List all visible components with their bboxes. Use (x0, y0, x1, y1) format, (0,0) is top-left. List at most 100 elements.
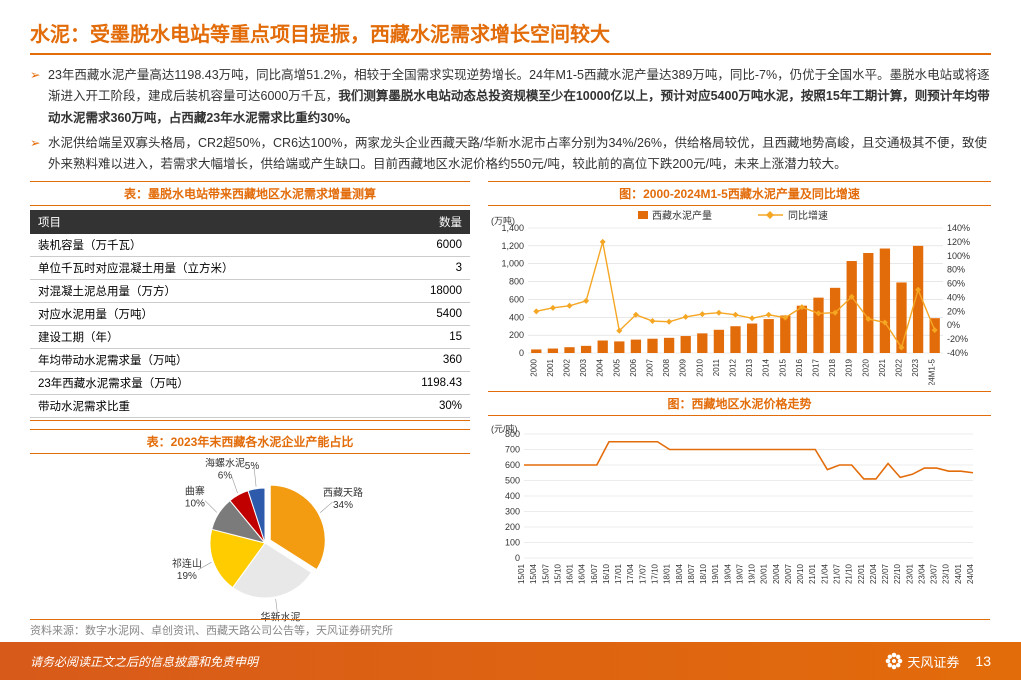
svg-text:10%: 10% (185, 499, 205, 510)
svg-text:24/04: 24/04 (966, 564, 975, 585)
svg-text:0: 0 (519, 348, 524, 358)
svg-text:23/07: 23/07 (930, 564, 939, 585)
svg-text:15/01: 15/01 (517, 564, 526, 585)
svg-text:200: 200 (509, 330, 524, 340)
svg-text:海通水泥: 海通水泥 (232, 458, 272, 460)
svg-text:2014: 2014 (762, 359, 771, 377)
svg-text:2006: 2006 (629, 359, 638, 377)
svg-text:40%: 40% (947, 293, 965, 303)
svg-text:18/04: 18/04 (675, 564, 684, 585)
svg-text:-20%: -20% (947, 334, 968, 344)
svg-text:同比增速: 同比增速 (788, 210, 828, 222)
svg-text:24/01: 24/01 (954, 564, 963, 585)
table-row: 建设工期（年）15 (30, 326, 470, 349)
table-block: 表：墨脱水电站带来西藏地区水泥需求增量测算 项目 数量 装机容量（万千瓦）600… (30, 181, 470, 421)
svg-text:800: 800 (505, 429, 520, 439)
svg-text:西藏天路: 西藏天路 (323, 486, 363, 499)
svg-text:16/04: 16/04 (578, 564, 587, 585)
svg-text:18/01: 18/01 (663, 564, 672, 585)
svg-text:15/04: 15/04 (529, 564, 538, 585)
bullet-item: 水泥供给端呈双寡头格局，CR2超50%，CR6达100%，两家龙头企业西藏天路/… (30, 133, 991, 176)
svg-text:2002: 2002 (563, 359, 572, 377)
svg-text:22/04: 22/04 (869, 564, 878, 585)
svg-text:西藏水泥产量: 西藏水泥产量 (652, 210, 712, 222)
svg-text:2009: 2009 (679, 359, 688, 377)
bar-chart-title: 图：2000-2024M1-5西藏水泥产量及同比增速 (488, 181, 991, 206)
svg-text:2000: 2000 (529, 359, 538, 377)
svg-text:2005: 2005 (612, 359, 621, 377)
table-row: 对应水泥用量（万吨）5400 (30, 303, 470, 326)
bar-chart: 西藏水泥产量同比增速(万吨)02004006008001,0001,2001,4… (488, 210, 983, 385)
svg-text:80%: 80% (947, 265, 965, 275)
line-chart: (元/吨)010020030040050060070080015/0115/04… (488, 420, 983, 590)
svg-text:15/10: 15/10 (553, 564, 562, 585)
svg-text:200: 200 (505, 522, 520, 532)
svg-text:21/01: 21/01 (808, 564, 817, 585)
svg-text:1,200: 1,200 (501, 241, 524, 251)
svg-text:2015: 2015 (778, 359, 787, 377)
svg-text:2001: 2001 (546, 359, 555, 377)
svg-text:5%: 5% (245, 461, 260, 472)
svg-text:祁连山: 祁连山 (172, 557, 202, 570)
svg-text:20/10: 20/10 (796, 564, 805, 585)
svg-text:17/10: 17/10 (650, 564, 659, 585)
svg-text:2019: 2019 (845, 359, 854, 377)
svg-text:21/07: 21/07 (833, 564, 842, 585)
svg-text:2022: 2022 (895, 359, 904, 377)
page-title: 水泥：受墨脱水电站等重点项目提振，西藏水泥需求增长空间较大 (30, 18, 991, 55)
svg-text:18/07: 18/07 (687, 564, 696, 585)
svg-text:400: 400 (505, 491, 520, 501)
svg-text:2018: 2018 (828, 359, 837, 377)
svg-text:-40%: -40% (947, 348, 968, 358)
svg-text:0%: 0% (947, 320, 960, 330)
svg-text:22/01: 22/01 (857, 564, 866, 585)
svg-text:17/01: 17/01 (614, 564, 623, 585)
svg-text:34%: 34% (333, 500, 353, 511)
svg-text:2007: 2007 (646, 359, 655, 377)
table-row: 23年西藏水泥需求量（万吨）1198.43 (30, 372, 470, 395)
svg-text:23/01: 23/01 (905, 564, 914, 585)
svg-text:16/07: 16/07 (590, 564, 599, 585)
brand-logo: 天风证券 (885, 652, 959, 671)
svg-text:18/10: 18/10 (699, 564, 708, 585)
th-project: 项目 (30, 210, 377, 234)
table-row: 对混凝土泥总用量（万方）18000 (30, 280, 470, 303)
pie-chart: 西藏天路34%华新水泥26%祁连山19%曲寨10%海螺水泥6%海通水泥5% (80, 458, 420, 623)
line-chart-block: 图：西藏地区水泥价格走势 (元/吨)0100200300400500600700… (488, 391, 991, 590)
svg-text:100%: 100% (947, 251, 970, 261)
disclaimer: 请务必阅读正文之后的信息披露和免责申明 (30, 653, 258, 670)
svg-text:17/04: 17/04 (626, 564, 635, 585)
svg-text:1,400: 1,400 (501, 223, 524, 233)
svg-text:15/07: 15/07 (541, 564, 550, 585)
svg-text:100: 100 (505, 538, 520, 548)
svg-text:17/07: 17/07 (638, 564, 647, 585)
svg-text:22/10: 22/10 (893, 564, 902, 585)
svg-text:2020: 2020 (861, 359, 870, 377)
svg-text:20/01: 20/01 (760, 564, 769, 585)
svg-text:500: 500 (505, 476, 520, 486)
svg-text:2004: 2004 (596, 359, 605, 377)
svg-text:700: 700 (505, 445, 520, 455)
table-title: 表：墨脱水电站带来西藏地区水泥需求增量测算 (30, 181, 470, 206)
svg-text:2017: 2017 (812, 359, 821, 377)
page-number: 13 (975, 653, 991, 669)
table-row: 年均带动水泥需求量（万吨）360 (30, 349, 470, 372)
svg-text:21/10: 21/10 (845, 564, 854, 585)
svg-text:19%: 19% (177, 571, 197, 582)
calc-table: 项目 数量 装机容量（万千瓦）6000单位千瓦时对应混凝土用量（立方米）3对混凝… (30, 210, 470, 418)
svg-text:曲寨: 曲寨 (185, 485, 205, 498)
table-row: 单位千瓦时对应混凝土用量（立方米）3 (30, 257, 470, 280)
svg-text:21/04: 21/04 (820, 564, 829, 585)
svg-text:2023: 2023 (911, 359, 920, 377)
line-chart-title: 图：西藏地区水泥价格走势 (488, 391, 991, 416)
svg-text:600: 600 (505, 460, 520, 470)
svg-text:20/04: 20/04 (772, 564, 781, 585)
svg-text:19/04: 19/04 (723, 564, 732, 585)
svg-text:16/01: 16/01 (566, 564, 575, 585)
svg-text:140%: 140% (947, 223, 970, 233)
svg-text:2011: 2011 (712, 359, 721, 377)
svg-text:120%: 120% (947, 237, 970, 247)
svg-text:19/07: 19/07 (735, 564, 744, 585)
bullet-list: 23年西藏水泥产量高达1198.43万吨，同比高增51.2%，相较于全国需求实现… (30, 65, 991, 175)
svg-text:20%: 20% (947, 307, 965, 317)
